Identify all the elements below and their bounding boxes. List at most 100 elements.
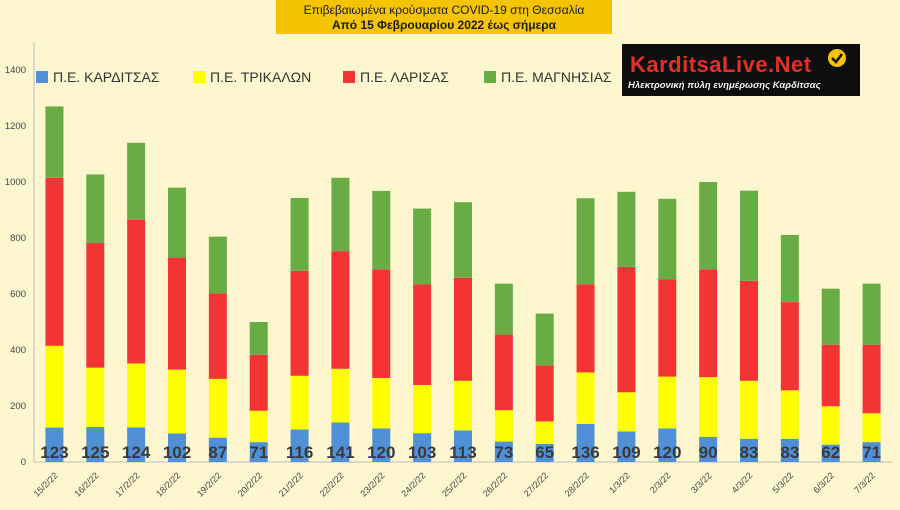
bar-segment [658, 279, 677, 377]
bar-segment [780, 302, 799, 391]
data-label: 109 [612, 443, 640, 462]
bar-segment [86, 367, 105, 427]
bar-segment [413, 208, 432, 285]
bar-segment [821, 344, 840, 407]
bar-segment [127, 142, 146, 220]
y-tick-label: 1200 [5, 121, 26, 132]
bar-segment [290, 270, 309, 376]
bar-segment [494, 334, 513, 411]
bar-segment [413, 385, 432, 434]
x-tick-label: 7/3/22 [852, 470, 877, 495]
data-label: 73 [494, 443, 513, 462]
bar-segment [45, 177, 64, 346]
bar-segment [699, 269, 718, 378]
bar-segment [535, 421, 554, 444]
data-label: 87 [208, 443, 227, 462]
x-tick-label: 20/2/22 [236, 470, 264, 498]
x-tick-label: 18/2/22 [154, 470, 182, 498]
bar-segment [413, 284, 432, 385]
bar-segment [780, 390, 799, 439]
bar-segment [249, 442, 268, 462]
bar-segment [413, 433, 432, 462]
legend-label: Π.Ε. ΚΑΡΔΙΤΣΑΣ [53, 69, 160, 85]
x-tick-label: 2/3/22 [648, 470, 673, 495]
y-tick-label: 1400 [5, 65, 26, 76]
data-label: 141 [326, 443, 354, 462]
x-tick-label: 24/2/22 [399, 470, 427, 498]
bar-segment [862, 442, 881, 462]
data-label: 136 [571, 443, 599, 462]
karditsalive-logo: KarditsaLive.Net Ηλεκτρονική πύλη ενημέρ… [622, 44, 860, 96]
y-tick-label: 400 [10, 345, 26, 356]
bar-segment [290, 197, 309, 271]
bar-segment [127, 427, 146, 462]
bar-segment [576, 284, 595, 373]
bar-segment [249, 410, 268, 443]
bar-segment [127, 363, 146, 428]
bar-segment [454, 430, 472, 462]
bar-segment [331, 177, 350, 252]
bar-segment [45, 427, 64, 462]
bar-segment [658, 428, 677, 462]
x-tick-label: 15/2/22 [32, 470, 60, 498]
x-tick-label: 17/2/22 [113, 470, 141, 498]
x-tick-label: 5/3/22 [771, 470, 796, 495]
bar-segment [290, 429, 309, 462]
bar-segment [699, 182, 718, 270]
bar-segment [168, 257, 186, 370]
bar-segment [208, 378, 227, 438]
data-label: 65 [535, 443, 554, 462]
bar-segment [740, 438, 758, 462]
bar-segment [454, 380, 472, 431]
logo-brand: KarditsaLive.Net [630, 52, 812, 77]
x-tick-label: 6/3/22 [811, 470, 836, 495]
x-tick-label: 26/2/22 [481, 470, 509, 498]
legend-label: Π.Ε. ΜΑΓΝΗΣΙΑΣ [501, 69, 612, 85]
bar-segment [372, 190, 391, 270]
legend-swatch [343, 71, 355, 83]
bar-segment [535, 313, 554, 366]
bar-segment [494, 283, 513, 335]
y-tick-label: 600 [10, 289, 26, 300]
x-tick-label: 4/3/22 [730, 470, 755, 495]
bar-segment [86, 174, 105, 244]
bar-segment [617, 392, 636, 432]
bar-segment [617, 191, 636, 267]
bar-segment [862, 283, 881, 345]
bar-segment [168, 433, 186, 462]
bar-segment [658, 198, 677, 280]
x-tick-label: 28/2/22 [563, 470, 591, 498]
bar-segment [699, 436, 718, 462]
bar-segment [454, 202, 472, 278]
bar-segment [821, 288, 840, 345]
data-label: 103 [408, 443, 436, 462]
bar-segment [576, 372, 595, 424]
chart-subtitle: Από 15 Φεβρουαρίου 2022 έως σήμερα [331, 18, 557, 32]
bar-segment [576, 198, 595, 285]
bar-segment [372, 428, 391, 462]
bar-segment [208, 293, 227, 379]
data-label: 62 [821, 443, 840, 462]
data-label: 120 [367, 443, 395, 462]
y-tick-label: 800 [10, 233, 26, 244]
bar-segment [576, 423, 595, 462]
bar-segment [331, 368, 350, 423]
bar-segment [862, 413, 881, 443]
bar-segment [454, 277, 472, 381]
chart-title: Επιβεβαιωμένα κρούσματα COVID-19 στη Θεσ… [303, 3, 585, 17]
legend-swatch [36, 71, 48, 83]
bar-segment [821, 444, 840, 462]
bar-segment [208, 236, 227, 294]
data-label: 120 [653, 443, 681, 462]
x-tick-label: 3/3/22 [689, 470, 714, 495]
data-label: 90 [699, 443, 718, 462]
y-tick-label: 200 [10, 401, 26, 412]
y-tick-label: 1000 [5, 177, 26, 188]
x-tick-label: 22/2/22 [318, 470, 346, 498]
bar-segment [331, 422, 350, 462]
x-tick-label: 27/2/22 [522, 470, 550, 498]
data-label: 124 [122, 443, 151, 462]
bar-segment [331, 251, 350, 369]
x-tick-label: 23/2/22 [358, 470, 386, 498]
bar-segment [617, 431, 636, 462]
